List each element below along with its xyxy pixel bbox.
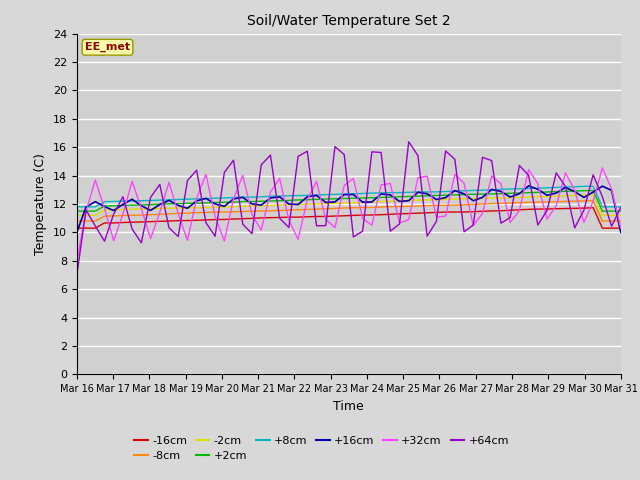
Text: EE_met: EE_met <box>85 42 130 52</box>
Legend: -16cm, -8cm, -2cm, +2cm, +8cm, +16cm, +32cm, +64cm: -16cm, -8cm, -2cm, +2cm, +8cm, +16cm, +3… <box>130 431 513 466</box>
X-axis label: Time: Time <box>333 400 364 413</box>
Title: Soil/Water Temperature Set 2: Soil/Water Temperature Set 2 <box>247 14 451 28</box>
Y-axis label: Temperature (C): Temperature (C) <box>35 153 47 255</box>
